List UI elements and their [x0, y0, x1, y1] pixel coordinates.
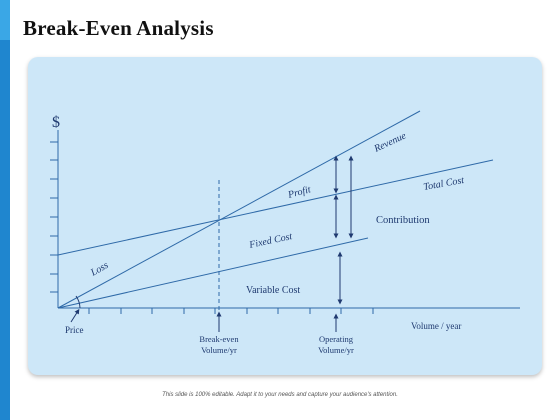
- variable-cost-line: [57, 237, 369, 309]
- fixed-cost-label: Fixed Cost: [247, 231, 293, 251]
- revenue-line: [57, 110, 421, 309]
- contribution-label: Contribution: [376, 215, 430, 226]
- price-label: Price: [65, 325, 84, 335]
- footer-note: This slide is 100% editable. Adapt it to…: [162, 392, 398, 398]
- price-arrow: [70, 308, 80, 323]
- break-even-label-line2: Volume/yr: [201, 345, 237, 355]
- price-angle-arc: [75, 295, 81, 309]
- y-axis-symbol: $: [52, 114, 60, 131]
- total-cost-label: Total Cost: [423, 175, 466, 193]
- x-axis-label: Volume / year: [411, 321, 461, 331]
- accent-bar-highlight: [0, 0, 10, 40]
- operating-label-line1: Operating: [319, 334, 354, 344]
- x-axis-ticks: [88, 308, 374, 314]
- profit-label: Profit: [286, 184, 312, 201]
- break-even-label-line1: Break-even: [199, 334, 239, 344]
- loss-label: Loss: [88, 260, 110, 279]
- diagram-panel: [28, 57, 542, 375]
- y-axis-ticks: [50, 141, 58, 293]
- total-cost-line: [57, 159, 494, 256]
- accent-bar: [0, 0, 10, 420]
- variable-cost-label: Variable Cost: [246, 285, 300, 296]
- operating-label-line2: Volume/yr: [318, 345, 354, 355]
- page-title: Break-Even Analysis: [23, 16, 214, 40]
